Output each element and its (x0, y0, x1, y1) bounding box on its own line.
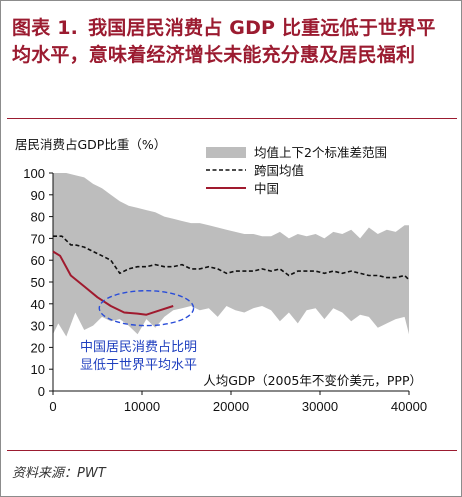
annotation-ellipse (98, 290, 195, 327)
figure-number: 图表 1. (12, 17, 79, 39)
y-tick-label: 30 (31, 319, 45, 334)
y-tick-label: 80 (31, 210, 45, 225)
y-tick-label: 70 (31, 231, 45, 246)
x-tick-label: 30000 (302, 399, 338, 414)
annotation-text: 中国居民消费占比明 (80, 340, 197, 355)
legend-label: 中国 (254, 181, 279, 196)
source-divider (7, 450, 457, 451)
y-tick-label: 0 (38, 384, 45, 399)
legend-label: 均值上下2个标准差范围 (254, 145, 387, 160)
axis-layer: 0 10 20 30 40 50 60 70 80 90 100 0 10000 20000 30000 40… (23, 166, 427, 414)
y-tick-label: 60 (31, 253, 45, 268)
band-area (53, 173, 409, 337)
series-line-china (52, 250, 174, 316)
y-tick-label: 10 (31, 362, 45, 377)
y-tick-label: 90 (31, 188, 45, 203)
legend-label: 跨国均值 (254, 163, 304, 178)
y-tick-label: 100 (23, 166, 45, 181)
series-layer (52, 235, 410, 316)
source-note: 资料来源：PWT (12, 466, 106, 481)
series-line-average (53, 235, 410, 281)
chart-svg: 0 10 20 30 40 50 60 70 80 90 100 0 10000 20000 30000 40… (15, 137, 427, 414)
y-axis-label: 居民消费占GDP比重（%） (15, 137, 166, 152)
x-tick-label: 0 (49, 399, 56, 414)
y-tick-label: 20 (31, 340, 45, 355)
band-layer (53, 173, 409, 337)
y-tick-label: 40 (31, 297, 45, 312)
title-divider (7, 118, 457, 119)
chart-title: 图表 1. 我国居民消费占 GDP 比重远低于世界平均水平，意味着经济增长未能充分… (12, 15, 452, 69)
x-tick-label: 20000 (213, 399, 249, 414)
legend-band-swatch (206, 147, 246, 158)
x-tick-label: 10000 (124, 399, 160, 414)
x-axis-label: 人均GDP（2005年不变价美元，PPP） (203, 373, 422, 388)
y-tick-label: 50 (31, 275, 45, 290)
figure-title-text: 我国居民消费占 GDP 比重远低于世界平均水平，意味着经济增长未能充分惠及居民福… (12, 17, 436, 66)
annotation-text: 显低于世界平均水平 (80, 358, 197, 373)
x-tick-label: 40000 (391, 399, 427, 414)
